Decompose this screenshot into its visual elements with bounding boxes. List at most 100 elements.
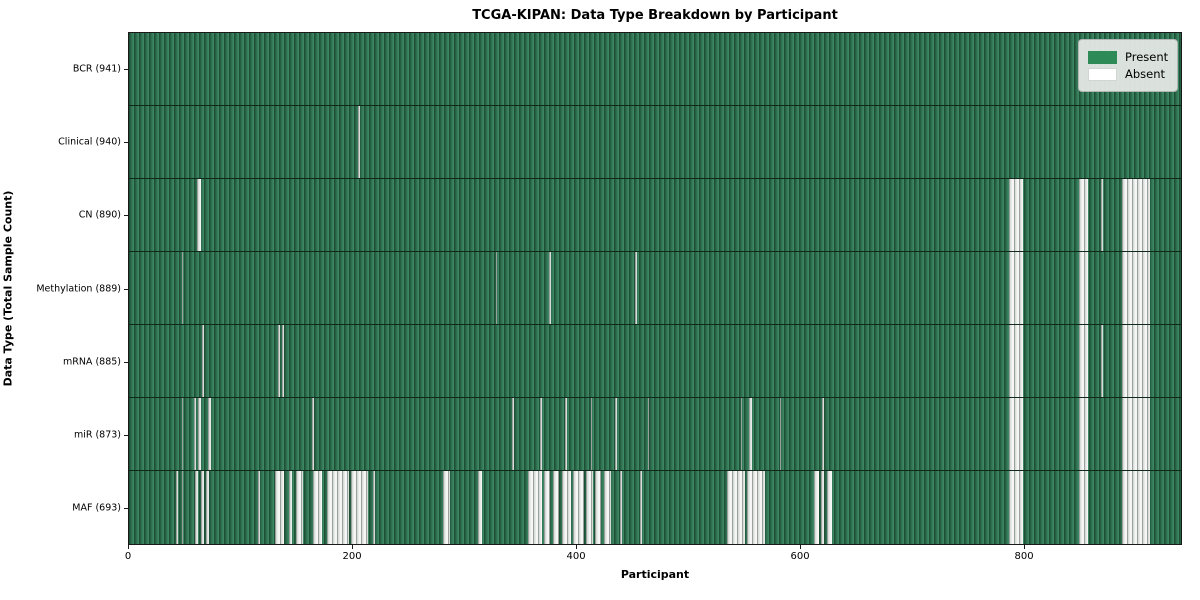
absent-stripe	[201, 325, 204, 397]
present-fill	[129, 33, 1181, 105]
absent-stripe	[326, 471, 350, 544]
absent-stripe	[206, 471, 210, 544]
absent-stripe	[175, 471, 179, 544]
absent-stripe	[727, 471, 745, 544]
absent-stripe	[208, 398, 211, 470]
absent-stripe	[552, 471, 560, 544]
x-tick	[352, 545, 354, 549]
row-mir	[129, 398, 1181, 471]
legend-label-present: Present	[1125, 50, 1169, 64]
absent-stripe	[1121, 325, 1150, 397]
absent-stripe	[1008, 179, 1024, 251]
absent-stripe	[198, 398, 201, 470]
absent-stripe	[639, 471, 643, 544]
row-bcr	[129, 33, 1181, 106]
absent-stripe	[822, 398, 825, 470]
x-axis-title: Participant	[620, 568, 690, 581]
absent-stripe	[351, 471, 369, 544]
absent-stripe	[595, 471, 601, 544]
absent-stripe	[543, 471, 551, 544]
absent-stripe	[358, 106, 360, 178]
absent-stripe	[1008, 325, 1024, 397]
absent-stripe	[512, 398, 514, 470]
x-tick-label: 600	[790, 551, 810, 562]
absent-stripe	[1121, 252, 1150, 324]
absent-stripe	[181, 471, 184, 544]
absent-stripe	[477, 471, 483, 544]
absent-stripe	[197, 179, 201, 251]
row-maf	[129, 471, 1181, 544]
absent-stripe	[200, 471, 204, 544]
row-methylation	[129, 252, 1181, 325]
absent-stripe	[814, 471, 819, 544]
absent-stripe	[495, 252, 498, 324]
absent-stripe	[647, 398, 650, 470]
absent-stripe	[282, 325, 285, 397]
present-fill	[129, 179, 1181, 251]
absent-stripe	[1008, 398, 1024, 470]
absent-stripe	[1121, 398, 1150, 470]
y-tick	[124, 288, 128, 290]
chart-title: TCGA-KIPAN: Data Type Breakdown by Parti…	[472, 8, 838, 23]
absent-stripe	[1008, 252, 1024, 324]
x-tick	[128, 545, 129, 549]
present-swatch	[1088, 50, 1117, 64]
present-fill	[129, 252, 1181, 324]
legend-label-absent: Absent	[1125, 67, 1166, 81]
y-label-bcr: BCR (941)	[72, 63, 121, 75]
absent-stripe	[528, 471, 542, 544]
row-clinical	[129, 106, 1181, 179]
absent-stripe	[561, 471, 571, 544]
absent-stripe	[1100, 179, 1103, 251]
x-tick-label: 200	[342, 551, 362, 562]
y-tick	[124, 141, 128, 143]
absent-stripe	[1079, 179, 1089, 251]
absent-stripe	[257, 471, 260, 544]
absent-stripe	[277, 325, 280, 397]
legend-item-present: Present	[1088, 50, 1168, 64]
absent-stripe	[1100, 325, 1103, 397]
absent-stripe	[549, 252, 551, 324]
absent-stripe	[193, 398, 197, 470]
absent-stripe	[1079, 398, 1089, 470]
plot-area	[128, 32, 1182, 545]
absent-stripe	[749, 398, 752, 470]
absent-stripe	[619, 471, 623, 544]
y-tick	[124, 435, 128, 437]
present-fill	[129, 325, 1181, 397]
absent-stripe	[312, 398, 314, 470]
y-tick	[124, 68, 128, 70]
absent-stripe	[1079, 471, 1089, 544]
absent-stripe	[288, 471, 293, 544]
y-label-mrna: mRNA (885)	[62, 356, 121, 368]
absent-stripe	[1121, 471, 1150, 544]
y-label-methylation: Methylation (889)	[36, 283, 121, 294]
absent-stripe	[1121, 179, 1150, 251]
legend-item-absent: Absent	[1088, 67, 1168, 81]
row-mrna	[129, 325, 1181, 398]
absent-stripe	[565, 398, 567, 470]
x-tick-label: 400	[566, 551, 586, 562]
absent-stripe	[826, 471, 833, 544]
y-tick	[124, 361, 128, 363]
present-fill	[129, 106, 1181, 178]
present-fill	[129, 398, 1181, 470]
x-tick	[800, 545, 802, 549]
y-tick	[124, 508, 128, 510]
absent-stripe	[821, 471, 825, 544]
absent-stripe	[572, 471, 584, 544]
absent-stripe	[181, 398, 184, 470]
absent-stripe	[615, 398, 617, 470]
absent-stripe	[779, 398, 782, 470]
y-label-clinical: Clinical (940)	[58, 136, 121, 148]
absent-stripe	[604, 471, 611, 544]
absent-stripe	[1079, 252, 1089, 324]
absent-stripe	[275, 471, 285, 544]
absent-stripe	[540, 398, 542, 470]
absent-stripe	[181, 252, 184, 324]
absent-stripe	[635, 252, 637, 324]
absent-stripe	[740, 398, 743, 470]
legend: Present Absent	[1078, 39, 1178, 92]
y-label-maf: MAF (693)	[72, 502, 121, 514]
